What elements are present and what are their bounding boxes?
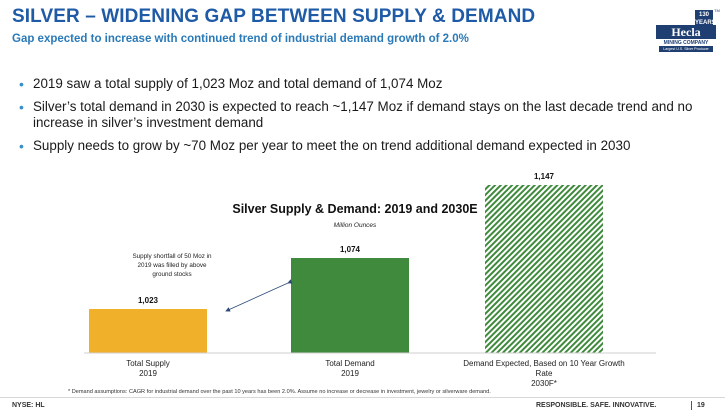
page-subtitle: Gap expected to increase with continued … xyxy=(12,33,469,45)
page-separator xyxy=(691,401,692,410)
page-number: 19 xyxy=(697,402,705,409)
logo-tagline: Largest U.S. Silver Producer xyxy=(659,46,713,52)
annotation-line: 2019 was filled by above xyxy=(138,262,207,269)
logo-wordmark: Hecla xyxy=(656,25,716,39)
x-tick-label: Total Demand xyxy=(325,359,374,368)
chart-subtitle: Million Ounces xyxy=(334,222,377,229)
logo-anniversary-badge: 130 YEARS xyxy=(695,10,716,27)
x-tick-label: 2019 xyxy=(139,369,157,378)
logo-trademark: TM xyxy=(714,8,720,13)
x-tick-label: 2019 xyxy=(341,369,359,378)
company-logo: 130 YEARS TM Hecla MINING COMPANY Larges… xyxy=(655,8,720,52)
bar-value-label: 1,074 xyxy=(340,245,361,254)
logo-company-name: MINING COMPANY xyxy=(663,40,709,46)
bar-value-label: 1,023 xyxy=(138,296,159,305)
shortfall-arrow xyxy=(225,279,293,312)
footnote: * Demand assumptions: CAGR for industria… xyxy=(68,389,491,395)
x-tick-label: Total Supply xyxy=(126,359,170,368)
bullet-item: Supply needs to grow by ~70 Moz per year… xyxy=(17,138,707,155)
annotation-line: Supply shortfall of 50 Moz in xyxy=(132,253,212,260)
stock-ticker: NYSE: HL xyxy=(12,402,45,409)
bullet-item: Silver’s total demand in 2030 is expecte… xyxy=(17,99,707,132)
footer-divider xyxy=(0,397,725,398)
page-title: SILVER – WIDENING GAP BETWEEN SUPPLY & D… xyxy=(12,6,536,27)
annotation-line: ground stocks xyxy=(152,271,191,278)
bar-1 xyxy=(89,309,207,353)
chart-title: Silver Supply & Demand: 2019 and 2030E xyxy=(232,202,477,216)
bullet-item: 2019 saw a total supply of 1,023 Moz and… xyxy=(17,76,707,93)
bullet-list: 2019 saw a total supply of 1,023 Moz and… xyxy=(17,76,707,160)
footer-tagline: RESPONSIBLE. SAFE. INNOVATIVE. xyxy=(536,402,657,409)
bar-2 xyxy=(291,258,409,353)
x-tick-label: 2030F* xyxy=(531,379,557,388)
shortfall-annotation: Supply shortfall of 50 Moz in 2019 was fi… xyxy=(132,253,212,278)
x-tick-label: Demand Expected, Based on 10 Year Growth xyxy=(463,359,624,368)
bar-value-label: 1,147 xyxy=(534,172,555,181)
bar-3 xyxy=(485,185,603,353)
x-tick-label: Rate xyxy=(536,369,553,378)
